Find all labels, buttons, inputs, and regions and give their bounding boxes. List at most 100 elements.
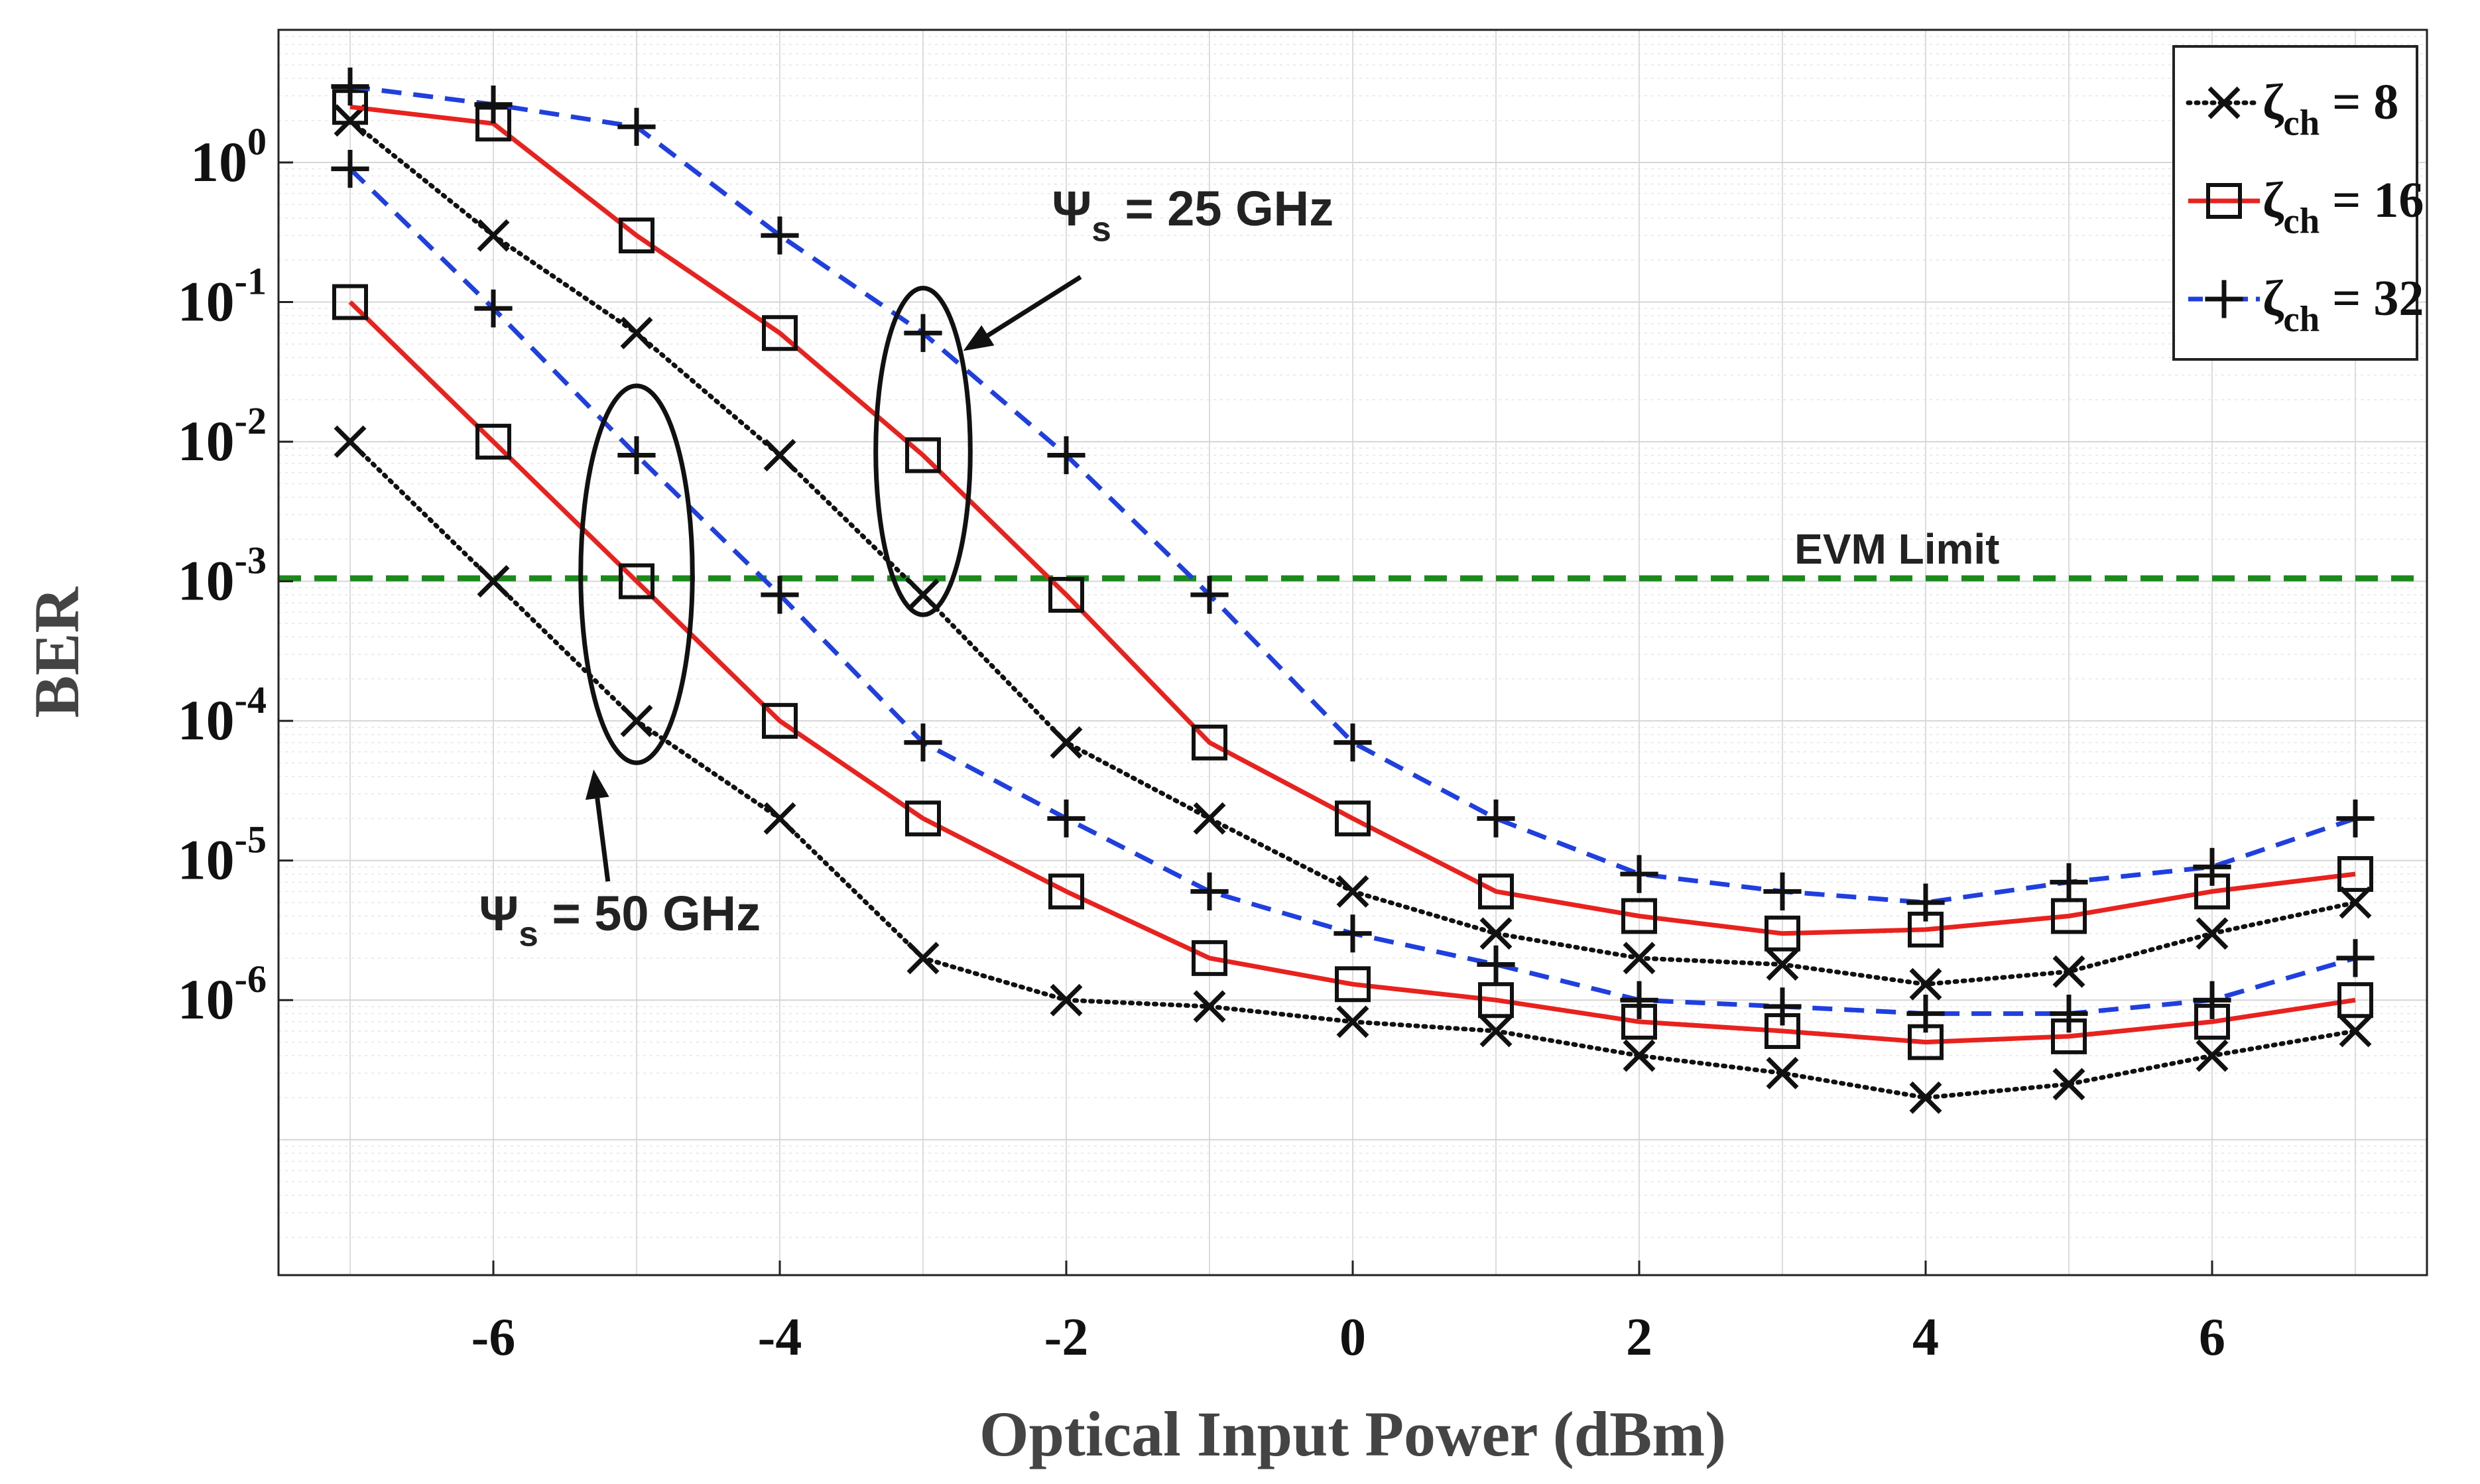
data-point-marker: [2193, 847, 2231, 886]
arrow-50ghz-shaft: [595, 798, 611, 882]
data-point-marker: [1621, 898, 1657, 934]
data-point-marker: [2337, 982, 2373, 1019]
data-point-marker: [331, 67, 369, 106]
data-point-marker: [905, 437, 941, 473]
series-6: [331, 150, 2375, 1033]
series-5: [332, 284, 2373, 1060]
data-point-marker: [2193, 981, 2231, 1019]
data-point-marker: [1477, 799, 1515, 837]
data-point-marker: [761, 576, 799, 614]
y-tick-label: 10-2: [178, 399, 267, 473]
x-tick-label: -6: [471, 1308, 516, 1367]
y-tick-label: 10-3: [178, 539, 267, 613]
series-line: [348, 300, 2356, 1045]
data-point-marker: [762, 315, 798, 351]
data-point-marker: [1763, 987, 1802, 1026]
arrow-25ghz-shaft: [986, 275, 1082, 338]
data-point-marker: [620, 704, 653, 737]
data-point-marker: [1335, 966, 1371, 1003]
data-point-marker: [1766, 1056, 1799, 1089]
data-point-marker: [1193, 802, 1226, 835]
ellipse-25ghz: [873, 285, 973, 617]
data-point-marker: [1047, 799, 1085, 837]
series-2: [332, 89, 2373, 952]
data-point-marker: [1479, 917, 1513, 950]
data-point-marker: [1906, 995, 1945, 1033]
data-point-marker: [1478, 873, 1514, 910]
data-point-marker: [331, 150, 369, 188]
data-point-marker: [904, 723, 942, 762]
data-point-marker: [1050, 983, 1083, 1017]
data-point-marker: [761, 216, 799, 255]
data-point-marker: [1623, 1039, 1656, 1072]
legend: ζch = 8 ζch = 16 ζch = 32: [2172, 45, 2424, 361]
data-point-marker: [1336, 1005, 1369, 1038]
data-point-marker: [906, 578, 940, 611]
data-point-marker: [2336, 799, 2375, 837]
data-point-marker: [763, 439, 796, 471]
data-point-marker: [619, 217, 654, 254]
data-point-marker: [1336, 875, 1369, 908]
annotation-50ghz-label: Ψs = 50 GHz: [479, 886, 761, 954]
series-line: [349, 104, 2356, 936]
data-point-marker: [906, 942, 940, 975]
data-point-marker: [2050, 863, 2088, 901]
arrow-50ghz-head: [585, 769, 609, 800]
data-point-marker: [334, 104, 367, 137]
data-point-marker: [1333, 914, 1372, 953]
legend-marker: [2207, 86, 2241, 119]
data-point-marker: [1048, 577, 1084, 613]
x-tick-label: 0: [1339, 1308, 1366, 1367]
data-point-marker: [1766, 948, 1799, 981]
legend-entry-1: ζch = 8: [2186, 74, 2398, 143]
y-tick-label: 10-5: [178, 818, 267, 892]
y-axis-title: BER: [21, 586, 92, 718]
evm-limit-label: EVM Limit: [1794, 525, 1999, 573]
y-tick-label: 100: [190, 120, 267, 194]
data-point-marker: [762, 703, 798, 739]
data-point-marker: [2339, 886, 2372, 919]
data-point-marker: [1909, 1081, 1942, 1114]
data-point-marker: [1335, 800, 1371, 837]
data-point-marker: [1050, 726, 1083, 759]
data-point-marker: [620, 316, 653, 349]
data-point-marker: [619, 563, 654, 599]
y-tick-label: 10-6: [178, 958, 267, 1031]
annotation-25ghz-label: Ψs = 25 GHz: [1052, 181, 1333, 249]
legend-marker: [2206, 183, 2242, 219]
data-point-marker: [905, 800, 941, 837]
data-point-marker: [2052, 955, 2085, 988]
data-point-marker: [1620, 855, 1658, 893]
arrow-25ghz-head: [963, 325, 995, 351]
data-point-marker: [332, 284, 368, 320]
x-tick-label: -2: [1044, 1308, 1089, 1367]
data-point-marker: [1333, 723, 1372, 762]
data-point-marker: [2196, 917, 2229, 950]
data-point-marker: [1193, 990, 1226, 1023]
data-point-marker: [1479, 1015, 1513, 1048]
data-point-marker: [475, 424, 511, 460]
x-tick-label: -4: [758, 1308, 802, 1367]
series-1: [334, 104, 2372, 1001]
data-point-marker: [1190, 872, 1229, 911]
y-tick-label: 10-4: [178, 678, 267, 752]
data-point-marker: [2336, 939, 2375, 977]
ellipse-50ghz: [578, 383, 695, 765]
data-point-marker: [1477, 945, 1515, 984]
data-point-marker: [617, 107, 656, 146]
data-point-marker: [2337, 856, 2373, 893]
x-tick-label: 4: [1912, 1308, 1939, 1367]
x-tick-label: 2: [1626, 1308, 1652, 1367]
legend-label: ζch = 8: [2263, 74, 2398, 143]
data-point-marker: [474, 289, 513, 328]
series-layer: [331, 67, 2375, 1114]
legend-entry-2: ζch = 16: [2188, 172, 2424, 241]
data-point-marker: [763, 802, 796, 835]
data-point-marker: [477, 565, 510, 598]
data-point-marker: [2050, 995, 2088, 1033]
data-point-marker: [2339, 1015, 2372, 1048]
data-point-marker: [1765, 915, 1800, 952]
data-point-marker: [1192, 940, 1227, 976]
data-point-marker: [1192, 724, 1227, 761]
